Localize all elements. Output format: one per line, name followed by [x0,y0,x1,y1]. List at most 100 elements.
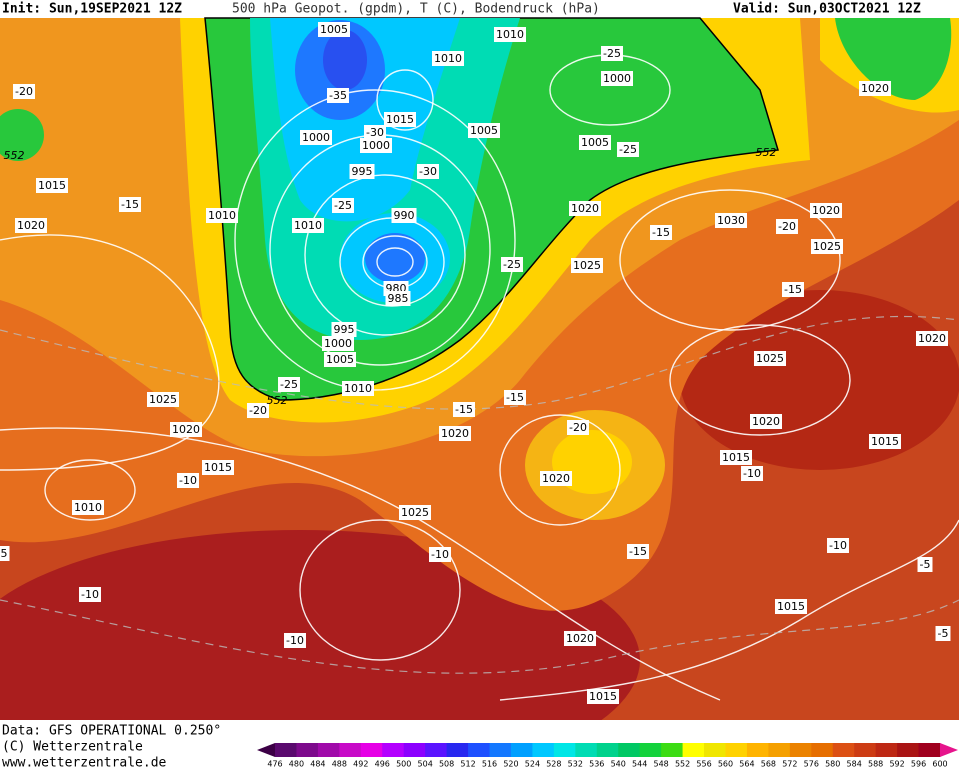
temperature-label: -10 [81,588,99,601]
pressure-label: 1005 [320,23,348,36]
temperature-label-box [601,46,623,61]
temperature-label: -20 [569,421,587,434]
pressure-label: 1025 [401,506,429,519]
map: 1005 1010 1010 1000 1020 1015 1005 1000 1000 1005… [0,17,959,770]
temperature-label: -5 [938,627,949,640]
legend-swatch [403,743,426,757]
temperature-label-box [827,538,849,553]
legend-swatch [317,743,340,757]
map-title: 500 hPa Geopot. (gpdm), T (C), Bodendruc… [232,2,600,17]
isotherm [0,315,959,410]
legend-tick-label: 592 [889,760,904,769]
legend-tick-label: 596 [911,760,926,769]
legend-swatch [596,743,619,757]
temperature-label-box [284,633,306,648]
pressure-label: 1015 [871,435,899,448]
pressure-label: 1020 [571,202,599,215]
legend-swatch [661,743,684,757]
temperature-label-box [567,420,589,435]
legend-swatch [704,743,726,757]
pressure-label: 1025 [149,393,177,406]
legend-swatch [746,743,769,757]
legend-swatch [618,743,641,757]
pressure-label-box [324,352,356,367]
isobar [234,89,516,391]
temperature-label-box [327,88,349,103]
legend-tick-label: 584 [847,760,862,769]
temperature-label: -15 [455,403,473,416]
pressure-label: 1025 [573,259,601,272]
isobar [304,174,466,336]
pressure-label: 1015 [386,113,414,126]
pressure-label: 1010 [344,382,372,395]
legend-tick-label: 480 [289,760,304,769]
copyright: (C) Wetterzentrale [2,740,143,755]
legend-tick-label: 588 [868,760,883,769]
legend-tick-label: 500 [396,760,411,769]
pressure-label: 1020 [441,427,469,440]
pressure-label: 1020 [542,472,570,485]
legend-tick-label: 512 [460,760,475,769]
isotherm [0,599,959,674]
pressure-label-box [384,112,416,127]
temperature-label-box [627,544,649,559]
legend-tick-label: 524 [525,760,540,769]
pressure-label-box [292,218,324,233]
data-source: Data: GFS OPERATIONAL 0.250° [2,724,221,739]
pressure-label-box [916,331,948,346]
pressure-label-box [869,434,901,449]
field-dark-red [0,530,640,770]
legend-tick-label: 488 [332,760,347,769]
temperature-label-box [364,125,386,140]
pressure-label: 1000 [362,139,390,152]
temperature-label-box [429,547,451,562]
pressure-label: 1000 [603,72,631,85]
pressure-label-box [147,392,179,407]
temperature-label-box [917,557,933,572]
legend-tick-label: 580 [825,760,840,769]
temperature-label: -5 [920,558,931,571]
legend-tick-label: 560 [718,760,733,769]
pressure-label-box [494,27,526,42]
temperature-label-box [935,626,951,641]
legend-swatch [510,743,533,757]
legend-tick-label: 564 [739,760,754,769]
pressure-label-box [0,546,10,561]
pressure-label-box [439,426,471,441]
pressure-label: 995 [352,165,373,178]
pressure-label-box [587,689,619,704]
pressure-label-box [15,218,47,233]
temperature-label-box [417,164,439,179]
legend-tick-label: 568 [761,760,776,769]
color-legend: 476 480 484 488 492 496 500 504 508 512 516 520 524 5… [257,743,958,769]
pressure-label-box [318,22,350,37]
pressure-label-box [571,258,603,273]
pressure-label: 1020 [172,423,200,436]
legend-swatch [339,743,362,757]
legend-tick-label: 492 [353,760,368,769]
legend-tick-label: 576 [804,760,819,769]
pressure-label: 1030 [717,214,745,227]
pressure-label-box [322,336,354,351]
pressure-label: 1020 [17,219,45,232]
pressure-label-box [202,460,234,475]
legend-swatch [446,743,469,757]
temperature-label: -10 [829,539,847,552]
pressure-label-box [72,500,104,515]
legend-swatch [360,743,383,757]
isobar [44,459,136,521]
pressure-label: 1015 [777,600,805,613]
temperature-label: -35 [329,89,347,102]
valid-label: Valid: Sun,03OCT2021 12Z [733,2,921,17]
legend-swatch [468,743,491,757]
pressure-label-box [36,178,68,193]
legend-tick-label: 496 [375,760,390,769]
legend-tick-label: 516 [482,760,497,769]
temperature-label: -15 [121,198,139,211]
temperature-label: -25 [280,378,298,391]
pressure-label-box [601,71,633,86]
pressure-label: 1020 [861,82,889,95]
temperature-label-box [782,282,804,297]
pressure-label: 1005 [470,124,498,137]
